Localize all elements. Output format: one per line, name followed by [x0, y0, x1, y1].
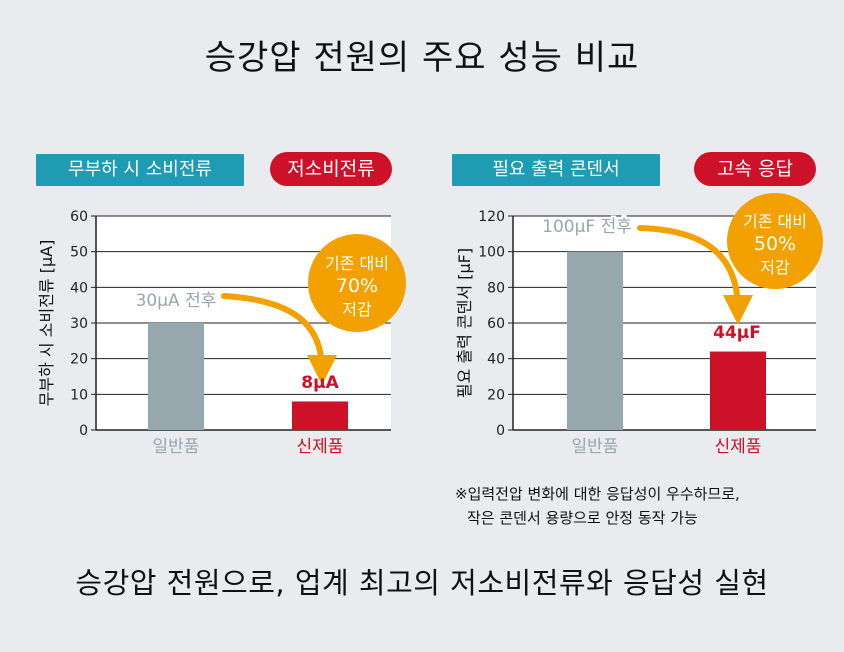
footnote-line-1: ※입력전압 변화에 대한 응답성이 우수하므로,	[455, 485, 740, 503]
chart1-y-tick-label: 0	[79, 423, 88, 439]
chart1-y-tick-label: 30	[70, 316, 88, 332]
chart2-value-label-standard: 100μF 전후	[542, 217, 632, 237]
chart2-y-tick-label: 80	[487, 280, 505, 296]
chart1-badge-line-3: 저감	[342, 300, 372, 319]
chart2-badge-line-3: 저감	[760, 258, 790, 277]
chart1-y-tick-label: 40	[70, 280, 88, 296]
chart2-y-tick-label: 40	[487, 352, 505, 368]
footer-headline: 승강압 전원으로, 업계 최고의 저소비전류와 응답성 실현	[75, 566, 769, 600]
footnote-line-2: 작은 콘덴서 용량으로 안정 동작 가능	[467, 509, 698, 527]
chart2-tag: 필요 출력 콘덴서	[452, 154, 660, 186]
chart1-reduction-badge	[308, 234, 406, 332]
chart2-category-label: 신제품	[715, 437, 762, 457]
chart1-tag: 무부하 시 소비전류	[36, 154, 244, 186]
chart1-badge-percent: 70%	[336, 275, 378, 297]
chart2-badge-line-1: 기존 대비	[743, 212, 807, 231]
chart2-y-tick-label: 20	[487, 387, 505, 403]
chart1-badge-line-1: 기존 대비	[325, 254, 389, 273]
chart2-bar-new	[710, 351, 766, 430]
chart1-bar-new	[292, 401, 348, 430]
chart2-bar-standard	[567, 251, 623, 430]
chart1-reduction-arrow	[221, 293, 337, 385]
chart1-y-axis-label: 무부하 시 소비전류 [μA]	[37, 240, 56, 407]
chart1-y-tick-label: 20	[70, 352, 88, 368]
page-title: 승강압 전원의 주요 성능 비교	[204, 38, 640, 78]
chart2-value-label-new: 44μF	[713, 323, 761, 343]
chart2-y-tick-label: 60	[487, 316, 505, 332]
chart2-y-tick-label: 100	[478, 245, 505, 261]
chart1-value-label-standard: 30μA 전후	[136, 291, 217, 311]
chart1-y-tick-label: 10	[70, 387, 88, 403]
chart1-category-label: 신제품	[297, 437, 344, 457]
chart2-y-tick-label: 120	[478, 209, 505, 225]
chart2-reduction-arrow	[637, 225, 753, 325]
footnote: ※입력전압 변화에 대한 응답성이 우수하므로, 작은 콘덴서 용량으로 안정 …	[455, 482, 740, 530]
chart1-pill: 저소비전류	[270, 152, 392, 186]
chart1-category-label: 일반품	[153, 437, 200, 457]
chart2-y-axis-label: 필요 출력 콘덴서 [μF]	[455, 248, 474, 398]
chart1-bar-standard	[148, 323, 204, 430]
chart1-y-tick-label: 60	[70, 209, 88, 225]
chart1-value-label-new: 8μA	[301, 373, 339, 393]
chart2-reduction-badge	[727, 193, 823, 289]
chart2-category-label: 일반품	[572, 437, 619, 457]
chart2-badge-percent: 50%	[754, 233, 796, 255]
chart2-pill: 고속 응답	[694, 152, 816, 186]
chart2-y-tick-label: 0	[496, 423, 505, 439]
chart1-y-tick-label: 50	[70, 245, 88, 261]
